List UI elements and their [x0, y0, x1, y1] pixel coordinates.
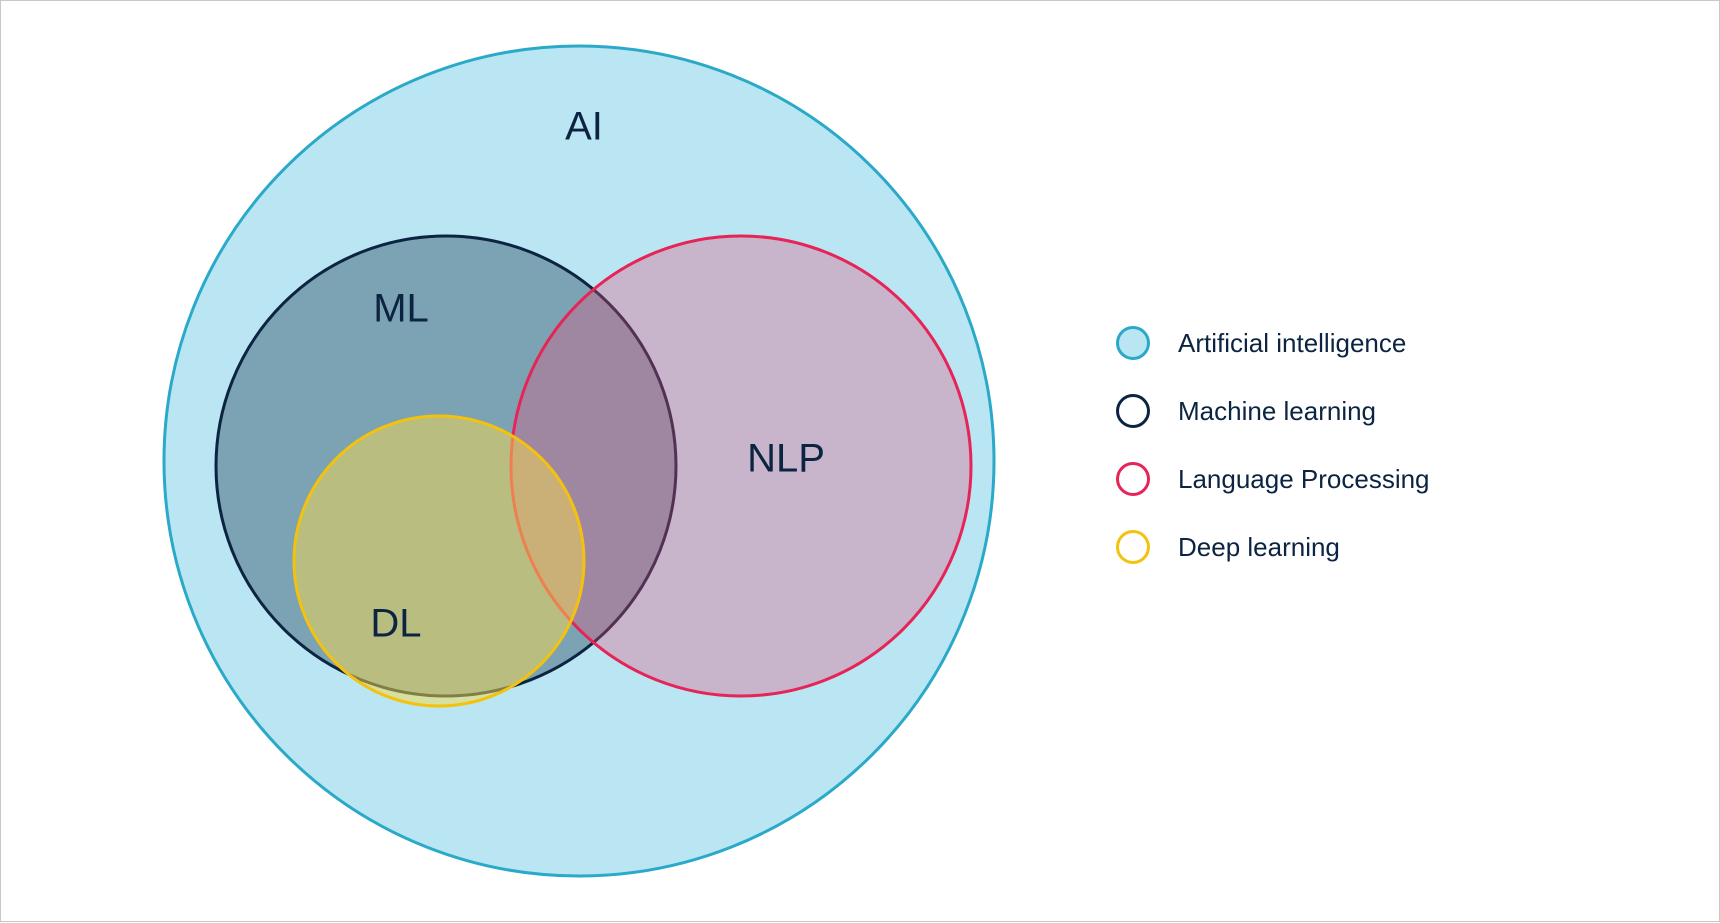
legend-item-ai: Artificial intelligence: [1116, 326, 1430, 360]
legend-swatch-ml: [1116, 394, 1150, 428]
legend-label-ml: Machine learning: [1178, 396, 1376, 427]
legend-item-dl: Deep learning: [1116, 530, 1430, 564]
legend-label-nlp: Language Processing: [1178, 464, 1430, 495]
diagram-frame: AI ML NLP DL Artificial intelligence Mac…: [0, 0, 1720, 922]
label-ai: AI: [565, 105, 603, 149]
legend-swatch-nlp: [1116, 462, 1150, 496]
label-dl: DL: [370, 602, 421, 646]
legend: Artificial intelligence Machine learning…: [1116, 326, 1430, 564]
label-nlp: NLP: [747, 437, 825, 481]
legend-swatch-ai: [1116, 326, 1150, 360]
legend-item-ml: Machine learning: [1116, 394, 1430, 428]
legend-item-nlp: Language Processing: [1116, 462, 1430, 496]
legend-label-ai: Artificial intelligence: [1178, 328, 1406, 359]
venn-diagram: AI ML NLP DL: [1, 1, 1720, 923]
circle-nlp: [511, 236, 971, 696]
label-ml: ML: [373, 287, 429, 331]
circle-dl: [294, 416, 584, 706]
legend-swatch-dl: [1116, 530, 1150, 564]
legend-label-dl: Deep learning: [1178, 532, 1340, 563]
